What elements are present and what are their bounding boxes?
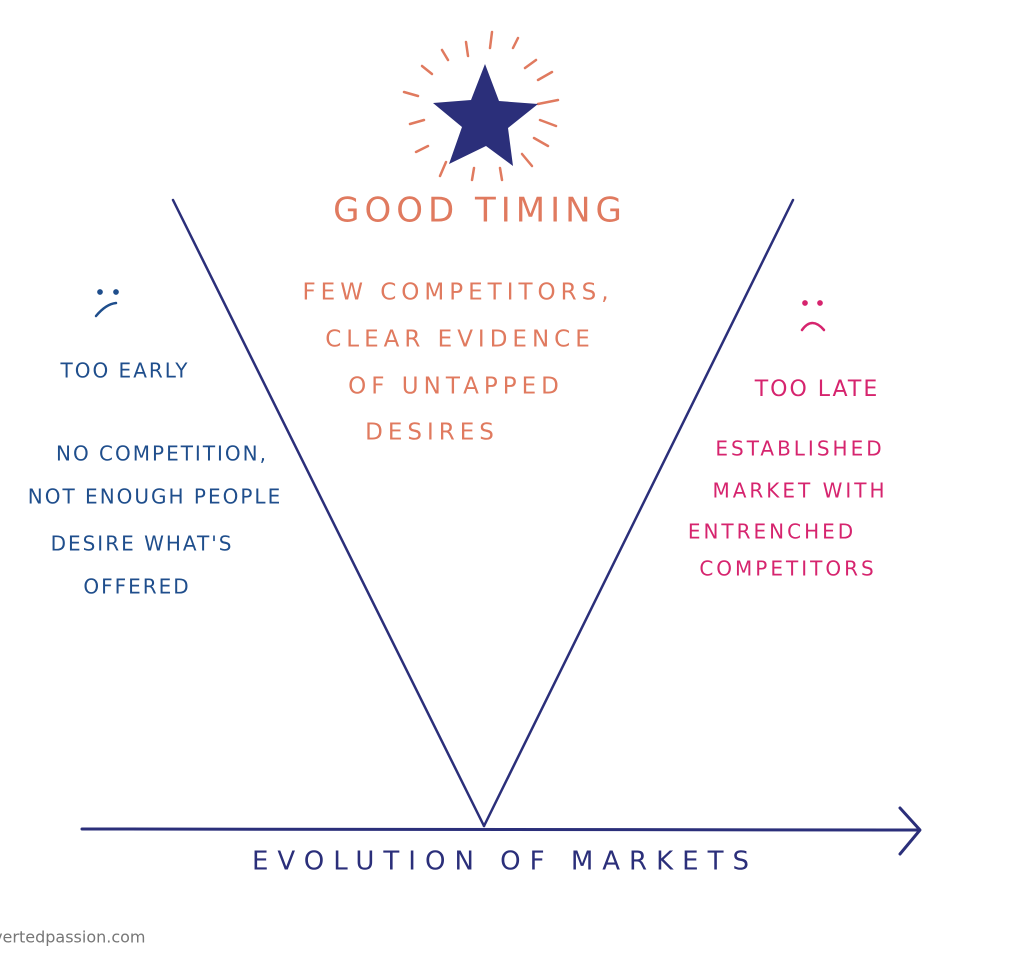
left-line: NOT ENOUGH PEOPLE — [28, 485, 282, 509]
unsure-face — [94, 289, 119, 318]
star-rays — [402, 30, 560, 182]
right-line: COMPETITORS — [699, 557, 876, 581]
v-lines — [171, 198, 795, 828]
watermark: invertedpassion.com — [0, 928, 146, 947]
center-line: DESIRES — [365, 420, 499, 446]
left-line: DESIRE WHAT'S — [51, 532, 234, 556]
center-line: CLEAR EVIDENCE — [325, 327, 595, 353]
right-line: ESTABLISHED — [715, 437, 884, 461]
right-line: ENTRENCHED — [688, 520, 856, 544]
right-title: TOO LATE — [754, 377, 880, 402]
center-title: GOOD TIMING — [333, 191, 627, 231]
axis-arrow — [80, 806, 922, 856]
left-title: TOO EARLY — [60, 359, 190, 383]
star — [433, 64, 538, 166]
center-line: OF UNTAPPED — [348, 374, 564, 400]
axis-label: EVOLUTION OF MARKETS — [252, 847, 758, 877]
center-line: FEW COMPETITORS, — [302, 280, 613, 306]
left-line: NO COMPETITION, — [56, 442, 268, 466]
sad-face — [800, 300, 826, 332]
left-line: OFFERED — [83, 575, 190, 599]
right-line: MARKET WITH — [712, 479, 887, 503]
